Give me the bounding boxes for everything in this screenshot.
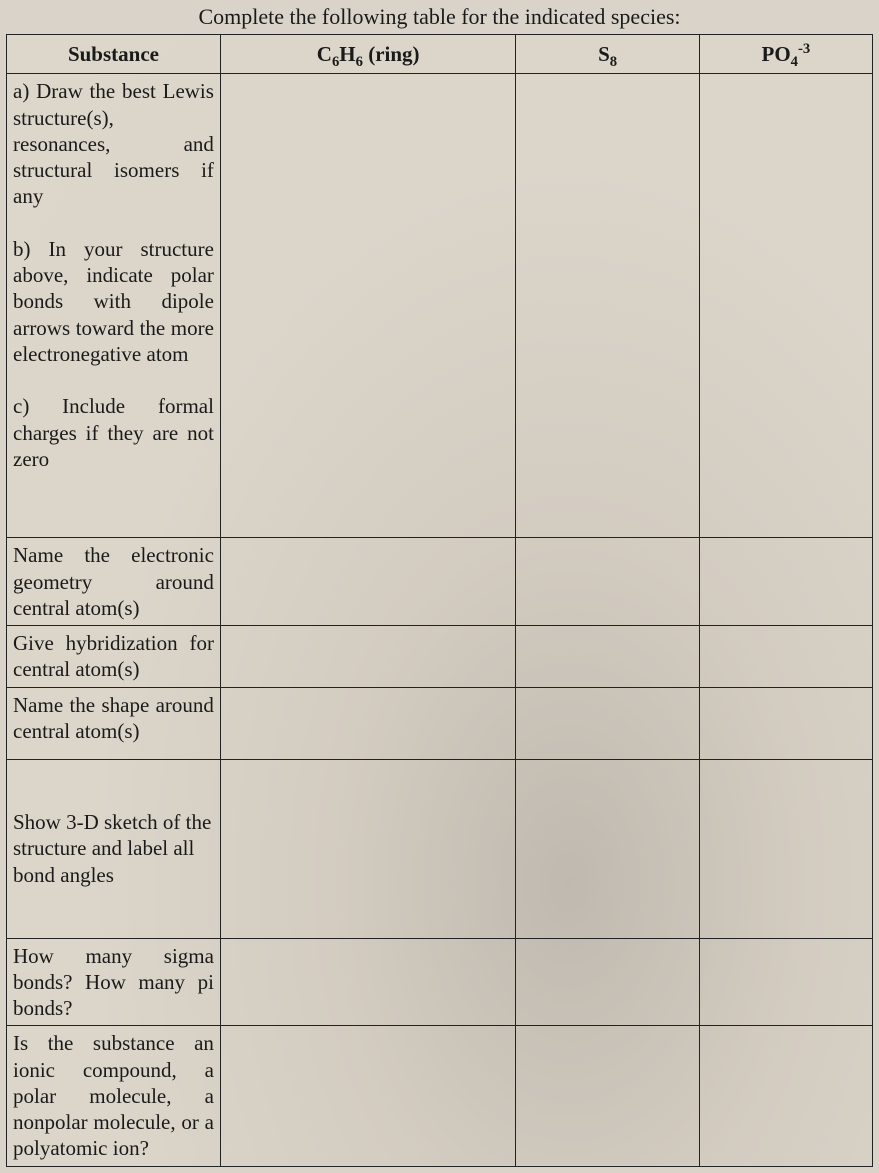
page-title: Complete the following table for the ind… xyxy=(6,0,873,34)
header-c6h6-sub2: 6 xyxy=(356,54,363,70)
cell-shape-po4[interactable] xyxy=(699,687,872,759)
row-label-hybrid: Give hybridization for central atom(s) xyxy=(7,626,221,688)
header-po4-sup: -3 xyxy=(798,41,810,57)
row-label-sigma: How many sigma bonds? How many pi bonds? xyxy=(7,938,221,1026)
cell-egeom-c6h6[interactable] xyxy=(220,538,515,626)
header-s8-sub: 8 xyxy=(610,54,617,70)
header-c6h6: C6H6 (ring) xyxy=(220,35,515,74)
table-row: Name the electronic geometry around cent… xyxy=(7,538,873,626)
row-label-ionic: Is the substance an ionic compound, a po… xyxy=(7,1026,221,1166)
cell-sketch-s8[interactable] xyxy=(516,759,699,938)
table-header-row: Substance C6H6 (ring) S8 PO4-3 xyxy=(7,35,873,74)
cell-hybrid-c6h6[interactable] xyxy=(220,626,515,688)
cell-sigma-po4[interactable] xyxy=(699,938,872,1026)
header-c6h6-ring: (ring) xyxy=(363,42,420,66)
cell-ionic-c6h6[interactable] xyxy=(220,1026,515,1166)
cell-sigma-c6h6[interactable] xyxy=(220,938,515,1026)
cell-lewis-po4[interactable] xyxy=(699,74,872,538)
cell-ionic-po4[interactable] xyxy=(699,1026,872,1166)
table-row: How many sigma bonds? How many pi bonds? xyxy=(7,938,873,1026)
cell-sketch-c6h6[interactable] xyxy=(220,759,515,938)
row-label-egeom: Name the electronic geometry around cent… xyxy=(7,538,221,626)
header-substance: Substance xyxy=(7,35,221,74)
row-label-shape: Name the shape around central atom(s) xyxy=(7,687,221,759)
header-c6h6-c: C xyxy=(317,42,332,66)
header-po4: PO4-3 xyxy=(699,35,872,74)
cell-sigma-s8[interactable] xyxy=(516,938,699,1026)
cell-hybrid-po4[interactable] xyxy=(699,626,872,688)
worksheet-page: Complete the following table for the ind… xyxy=(0,0,879,1173)
header-c6h6-h: H xyxy=(339,42,355,66)
table-row: Show 3-D sketch of the structure and lab… xyxy=(7,759,873,938)
row-label-sketch: Show 3-D sketch of the structure and lab… xyxy=(7,759,221,938)
cell-sketch-po4[interactable] xyxy=(699,759,872,938)
header-po4-po: PO xyxy=(762,42,791,66)
cell-egeom-po4[interactable] xyxy=(699,538,872,626)
cell-egeom-s8[interactable] xyxy=(516,538,699,626)
species-table: Substance C6H6 (ring) S8 PO4-3 a) Draw t… xyxy=(6,34,873,1167)
header-po4-sub: 4 xyxy=(791,54,798,70)
cell-hybrid-s8[interactable] xyxy=(516,626,699,688)
table-row: Name the shape around central atom(s) xyxy=(7,687,873,759)
table-row: a) Draw the best Lewis structure(s), res… xyxy=(7,74,873,538)
cell-lewis-c6h6[interactable] xyxy=(220,74,515,538)
header-s8: S8 xyxy=(516,35,699,74)
cell-shape-c6h6[interactable] xyxy=(220,687,515,759)
cell-shape-s8[interactable] xyxy=(516,687,699,759)
table-row: Give hybridization for central atom(s) xyxy=(7,626,873,688)
header-s8-s: S xyxy=(598,42,610,66)
table-row: Is the substance an ionic compound, a po… xyxy=(7,1026,873,1166)
row-label-lewis: a) Draw the best Lewis structure(s), res… xyxy=(7,74,221,538)
cell-ionic-s8[interactable] xyxy=(516,1026,699,1166)
cell-lewis-s8[interactable] xyxy=(516,74,699,538)
